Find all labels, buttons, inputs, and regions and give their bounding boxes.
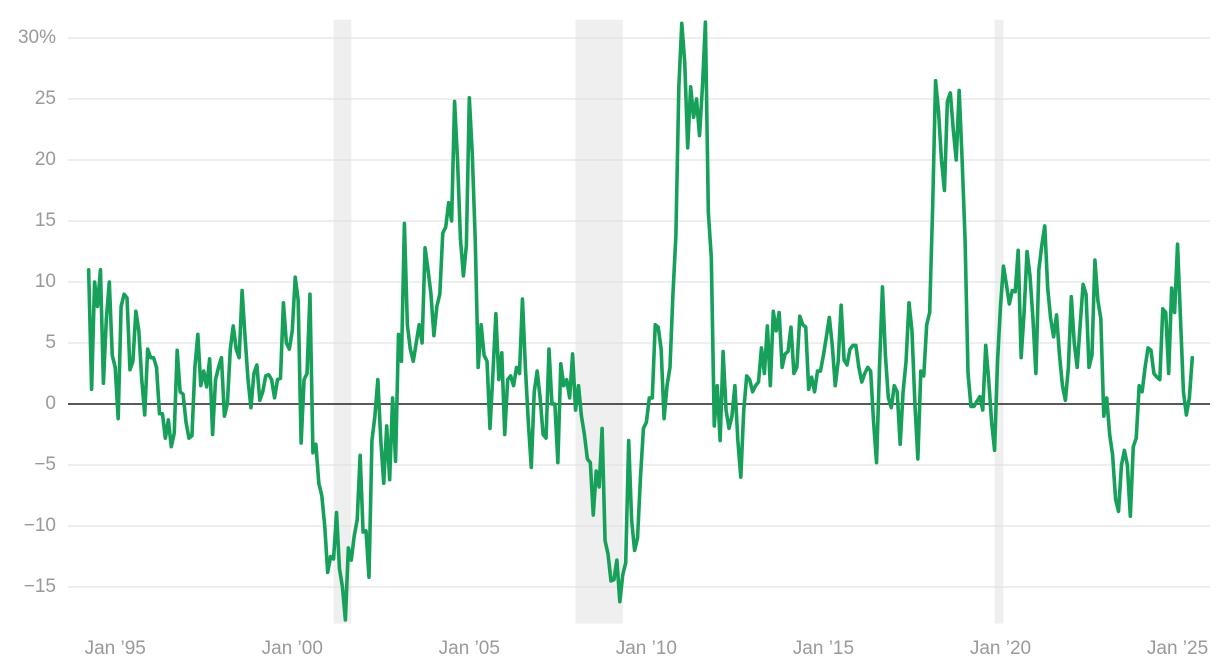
x-tick-label: Jan ’00 xyxy=(262,638,323,659)
x-tick-label: Jan ’05 xyxy=(439,638,500,659)
x-tick-label: Jan ’20 xyxy=(970,638,1031,659)
y-tick-label: −15 xyxy=(24,576,56,597)
x-tick-label: Jan ’15 xyxy=(793,638,854,659)
x-tick-label: Jan ’95 xyxy=(85,638,146,659)
y-tick-label: 5 xyxy=(45,332,56,353)
y-tick-label: −10 xyxy=(24,515,56,536)
y-tick-label: 20 xyxy=(35,149,56,170)
y-tick-label: 15 xyxy=(35,210,56,231)
x-tick-label: Jan ’25 xyxy=(1147,638,1208,659)
recession-band xyxy=(575,19,623,624)
x-tick-label: Jan ’10 xyxy=(616,638,677,659)
y-tick-label: −5 xyxy=(34,454,56,475)
recession-band xyxy=(333,19,352,624)
y-tick-label: 30% xyxy=(18,27,56,48)
y-tick-label: 0 xyxy=(45,393,56,414)
y-tick-label: 25 xyxy=(35,88,56,109)
data-line xyxy=(86,20,1195,622)
y-tick-label: 10 xyxy=(35,271,56,292)
